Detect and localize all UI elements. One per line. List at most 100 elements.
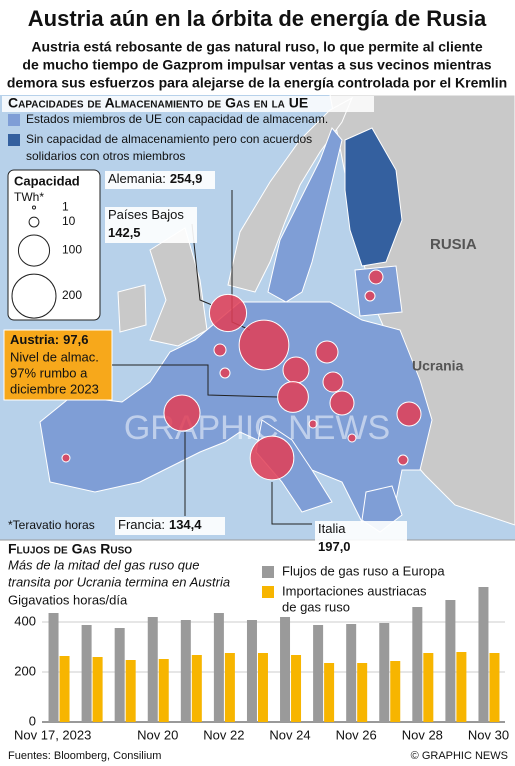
- bar: [213, 613, 224, 722]
- leader-line: [191, 223, 213, 306]
- size-legend-label: 100: [62, 243, 82, 257]
- bubble-name: Países Bajos: [108, 207, 184, 222]
- label-bg: [105, 171, 215, 189]
- y-axis-label: Gigavatios horas/día: [8, 592, 128, 607]
- bar: [379, 623, 390, 722]
- bar: [423, 653, 434, 722]
- label-bg: [105, 207, 197, 243]
- bar: [478, 587, 489, 722]
- bubble-value: 97,6: [63, 332, 88, 347]
- bar: [257, 653, 268, 722]
- bubble-label: Países Bajos 142,5: [108, 207, 184, 240]
- legend-label: Importaciones austriacas: [282, 583, 427, 598]
- austria-note: 97% rumbo a: [10, 365, 88, 380]
- bar: [59, 656, 70, 722]
- bar: [180, 620, 191, 722]
- credit: © GRAPHIC NEWS: [411, 750, 508, 762]
- land-baltics: [354, 265, 403, 317]
- subtitle: de mucho tiempo de Gazprom impulsar vent…: [22, 57, 491, 73]
- legend-label: Flujos de gas ruso a Europa: [282, 563, 445, 578]
- bubble-name: Alemania:: [108, 171, 166, 186]
- bubble: [238, 319, 290, 371]
- legend-swatch: [262, 586, 274, 598]
- bar: [412, 607, 423, 722]
- bar: [158, 659, 169, 722]
- y-tick-label: 200: [14, 663, 36, 678]
- title: Austria aún en la órbita de energía de R…: [28, 6, 487, 31]
- chart-subtitle: transita por Ucrania termina en Austria: [8, 574, 230, 589]
- x-tick-label: Nov 26: [336, 727, 377, 742]
- footnote: *Teravatio horas: [8, 518, 95, 532]
- bubble-value: 142,5: [108, 225, 141, 240]
- y-tick-label: 0: [29, 713, 36, 728]
- place-label: RUSIA: [430, 236, 477, 253]
- land-ireland: [117, 284, 147, 333]
- legend-swatch: [8, 134, 20, 146]
- bubble: [277, 381, 309, 413]
- size-legend-label: 10: [62, 214, 76, 228]
- bar: [324, 663, 335, 722]
- bubble-label: Francia: 134,4: [118, 517, 202, 532]
- x-tick-label: Nov 30: [468, 727, 509, 742]
- austria-box: [3, 329, 113, 401]
- size-legend-circle: [11, 273, 57, 319]
- x-tick-label: Nov 24: [269, 727, 310, 742]
- size-legend-circle: [28, 216, 40, 228]
- chart-subtitle: Más de la mitad del gas ruso que: [8, 557, 200, 572]
- legend-swatch: [262, 566, 274, 578]
- legend-label: de gas ruso: [282, 599, 350, 614]
- bar: [125, 660, 136, 722]
- label-bg: [115, 517, 225, 535]
- bubble-value: 134,4: [169, 517, 202, 532]
- bar: [81, 625, 92, 722]
- size-legend-circle: [17, 234, 51, 267]
- bar: [346, 624, 357, 722]
- bar: [357, 663, 368, 722]
- size-legend-title: Capacidad: [14, 173, 80, 188]
- bar: [48, 613, 59, 722]
- bubble: [249, 435, 295, 481]
- size-legend-circle: [31, 205, 37, 210]
- bubble-value: 254,9: [170, 171, 203, 186]
- subtitle: Austria está rebosante de gas natural ru…: [31, 39, 482, 55]
- leader-line: [271, 482, 312, 525]
- size-legend-unit: TWh*: [14, 190, 44, 204]
- bar: [291, 655, 302, 722]
- chart-title: Flujos de Gas Ruso: [8, 541, 132, 557]
- size-legend-label: 1: [62, 200, 69, 214]
- map-title: Capacidades de Almacenamiento de Gas en …: [8, 95, 308, 111]
- bubble-name: Italia: [318, 521, 346, 536]
- bubble-label: Italia 197,0: [318, 521, 351, 554]
- bar: [489, 653, 500, 722]
- land-sweden: [267, 127, 343, 303]
- source: Fuentes: Bloomberg, Consilium: [8, 750, 161, 762]
- leader-line: [112, 364, 279, 398]
- legend-label: Sin capacidad de almacenamiento pero con…: [26, 132, 312, 146]
- y-tick-label: 400: [14, 613, 36, 628]
- size-legend-label: 200: [62, 288, 82, 302]
- land-norway: [227, 96, 354, 293]
- bar: [147, 617, 158, 722]
- place-label: Ucrania: [412, 358, 464, 374]
- other-bubbles: [61, 269, 422, 466]
- land-finland: [344, 127, 403, 267]
- bar: [445, 600, 456, 722]
- bar: [246, 620, 257, 722]
- bar: [224, 653, 235, 722]
- bar: [390, 661, 401, 722]
- bubble-name: Austria:: [10, 332, 59, 347]
- austria-note: Nivel de almac.: [10, 349, 99, 364]
- bar: [456, 652, 467, 722]
- bubble-label: Alemania: 254,9: [108, 171, 202, 186]
- bar: [191, 655, 202, 722]
- bubble-value: 197,0: [318, 539, 351, 554]
- bar: [92, 657, 103, 722]
- x-tick-label: Nov 17, 2023: [14, 727, 91, 742]
- subtitle: demora sus esfuerzos para alejarse de la…: [7, 75, 507, 91]
- bar: [313, 625, 324, 722]
- bubble: [208, 293, 248, 333]
- x-tick-label: Nov 20: [137, 727, 178, 742]
- bubble-name: Francia:: [118, 517, 165, 532]
